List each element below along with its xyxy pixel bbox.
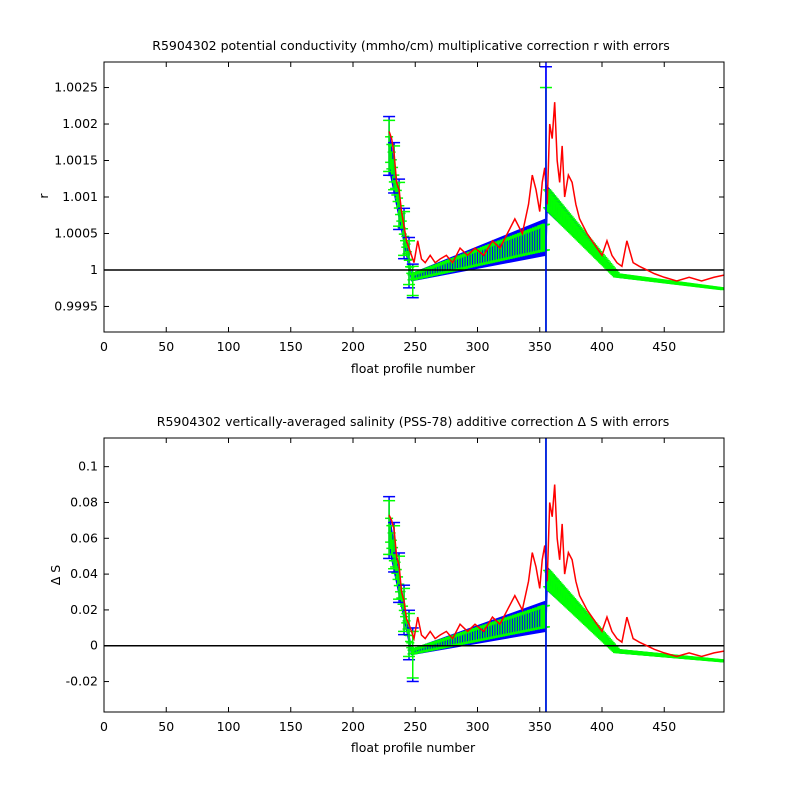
y-tick-label: 1.0015 [54, 153, 98, 168]
plot-area [104, 62, 724, 332]
x-tick-label: 250 [403, 719, 427, 734]
raw-series-line [388, 484, 724, 658]
x-axis-label: float profile number [351, 361, 476, 376]
y-tick-label: 1.0005 [54, 225, 98, 240]
x-tick-label: 150 [279, 719, 303, 734]
salinity-correction-panel: R5904302 vertically-averaged salinity (P… [48, 414, 725, 755]
x-tick-label: 200 [341, 719, 365, 734]
x-tick-label: 350 [528, 339, 552, 354]
x-tick-label: 100 [217, 719, 241, 734]
x-tick-label: 100 [217, 339, 241, 354]
y-tick-label: 1.0025 [54, 80, 98, 95]
x-tick-label: 0 [100, 719, 108, 734]
x-tick-label: 300 [466, 719, 490, 734]
x-tick-label: 200 [341, 339, 365, 354]
conductivity-correction-panel: R5904302 potential conductivity (mmho/cm… [36, 38, 725, 376]
x-axis-label: float profile number [351, 740, 476, 755]
y-tick-label: 0.04 [70, 566, 98, 581]
axes-frame [103, 437, 725, 713]
x-tick-label: 50 [158, 339, 174, 354]
x-tick-label: 450 [652, 339, 676, 354]
y-tick-label: 0.02 [70, 602, 98, 617]
chart-title: R5904302 potential conductivity (mmho/cm… [152, 38, 669, 53]
plot-area [104, 438, 724, 712]
x-tick-label: 250 [403, 339, 427, 354]
error-band [385, 136, 724, 291]
x-tick-label: 50 [158, 719, 174, 734]
y-axis-label: Δ S [48, 565, 63, 586]
y-tick-label: 1 [90, 262, 98, 277]
x-tick-label: 350 [528, 719, 552, 734]
y-tick-label: 0.06 [70, 530, 98, 545]
y-axis-label: r [36, 193, 51, 199]
y-tick-label: 1.001 [62, 189, 98, 204]
y-tick-label: -0.02 [66, 674, 98, 689]
y-tick-label: 0 [90, 638, 98, 653]
x-tick-label: 0 [100, 339, 108, 354]
y-tick-label: 0.08 [70, 494, 98, 509]
x-tick-label: 450 [652, 719, 676, 734]
x-tick-label: 300 [466, 339, 490, 354]
error-band [385, 517, 724, 663]
y-tick-label: 1.002 [62, 116, 98, 131]
raw-series-line [388, 102, 724, 282]
chart-title: R5904302 vertically-averaged salinity (P… [157, 414, 669, 429]
x-tick-label: 400 [590, 339, 614, 354]
x-tick-label: 150 [279, 339, 303, 354]
y-tick-label: 0.1 [78, 459, 98, 474]
y-tick-label: 0.9995 [54, 298, 98, 313]
x-tick-label: 400 [590, 719, 614, 734]
